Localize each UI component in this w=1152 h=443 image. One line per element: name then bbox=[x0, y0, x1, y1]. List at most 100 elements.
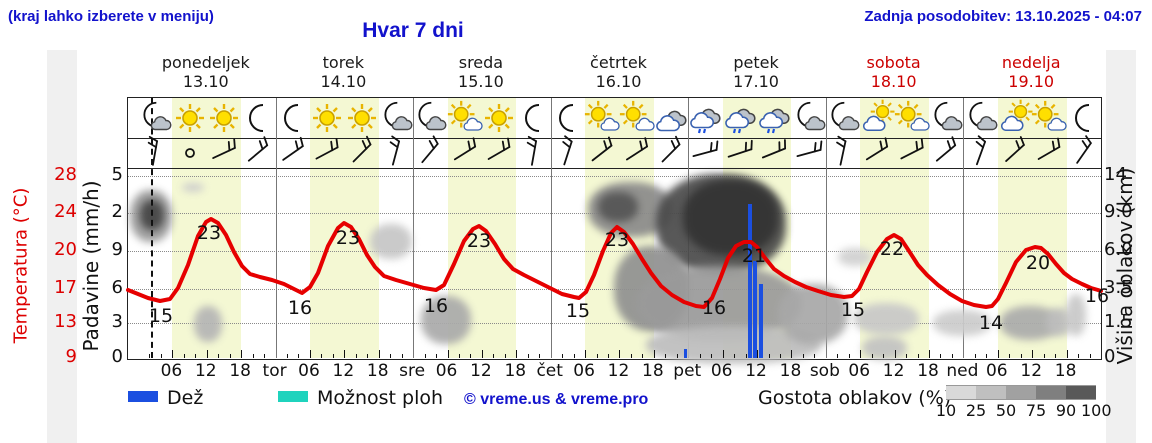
cloud-height-tick: 14 bbox=[1104, 164, 1127, 185]
temperature-value-label: 16 bbox=[287, 297, 313, 319]
hour-label: 12 bbox=[332, 361, 355, 381]
day-boundary-line bbox=[275, 98, 277, 358]
hour-label: 18 bbox=[779, 361, 802, 381]
hour-label: 12 bbox=[882, 361, 905, 381]
cloud-density-legend-label: Gostota oblakov (%) bbox=[758, 387, 952, 409]
wind-barb-icon bbox=[485, 137, 513, 166]
wind-barb-icon bbox=[416, 135, 444, 166]
moon-icon bbox=[276, 102, 310, 134]
day-abbrev-label: čet bbox=[536, 361, 563, 381]
wind-barb-icon bbox=[141, 135, 169, 166]
day-name: petek bbox=[733, 53, 779, 72]
moon-cloud-icon bbox=[792, 101, 826, 134]
time-tick bbox=[390, 354, 392, 358]
day-date: 13.10 bbox=[182, 72, 229, 91]
time-tick bbox=[711, 354, 713, 358]
temperature-value-label: 16 bbox=[701, 297, 727, 319]
temperature-tick: 20 bbox=[54, 239, 77, 260]
hour-label: 06 bbox=[298, 361, 320, 381]
wind-barb-icon bbox=[451, 137, 479, 166]
time-tick bbox=[630, 354, 632, 358]
temperature-value-label: 22 bbox=[879, 238, 905, 260]
cloud-density-scale-segment bbox=[976, 385, 1006, 400]
cloud-sun-icon bbox=[998, 99, 1033, 134]
time-tick bbox=[516, 350, 518, 358]
wind-barb-icon bbox=[898, 138, 926, 166]
hour-label: 06 bbox=[710, 361, 733, 381]
rain-bar bbox=[753, 261, 757, 358]
moon-icon bbox=[517, 102, 551, 134]
rain-legend-label: Dež bbox=[167, 387, 204, 409]
day-date: 16.10 bbox=[595, 72, 642, 91]
temperature-value-label: 15 bbox=[840, 299, 866, 321]
cloud-cover-blob bbox=[182, 183, 204, 192]
meteogram-chart: 15 23 16 23 16 23 15 23 16 21 15 22 14 20 16 bbox=[126, 97, 1109, 364]
time-tick bbox=[504, 354, 506, 358]
precipitation-tick: 6 bbox=[111, 277, 123, 298]
sun-cloud-icon bbox=[447, 100, 483, 134]
moon-icon bbox=[241, 102, 275, 134]
time-tick bbox=[264, 354, 266, 358]
moon-icon bbox=[1067, 102, 1101, 134]
time-tick bbox=[1009, 354, 1011, 358]
right-margin-strip bbox=[1106, 50, 1136, 443]
hour-label: 18 bbox=[642, 361, 664, 381]
cloud-cover-blob bbox=[370, 224, 412, 259]
temperature-tick: 9 bbox=[65, 346, 77, 367]
moon-icon bbox=[551, 102, 585, 134]
moon-cloud-icon bbox=[413, 101, 447, 134]
precipitation-tick: 5 bbox=[111, 164, 123, 185]
hour-label: 06 bbox=[985, 361, 1008, 381]
time-tick bbox=[493, 354, 495, 358]
temperature-value-label: 23 bbox=[466, 230, 492, 252]
time-tick bbox=[1043, 354, 1045, 358]
rain-bar bbox=[684, 349, 687, 358]
copyright-link[interactable]: © vreme.us & vreme.pro bbox=[464, 391, 649, 408]
time-tick bbox=[665, 354, 667, 358]
time-tick bbox=[562, 354, 564, 358]
cloud-cover-blob bbox=[854, 303, 919, 335]
time-tick bbox=[951, 354, 953, 358]
time-tick bbox=[229, 354, 231, 358]
time-tick bbox=[355, 354, 357, 358]
day-abbrev-label: sob bbox=[809, 361, 840, 381]
time-tick bbox=[929, 350, 931, 358]
time-tick bbox=[768, 354, 770, 358]
clouds-icon bbox=[654, 102, 688, 134]
gridline bbox=[128, 251, 1101, 252]
day-name: ponedeljek bbox=[161, 53, 250, 72]
wind-barb-icon bbox=[244, 136, 272, 166]
time-tick bbox=[149, 354, 151, 358]
wind-barb-icon bbox=[760, 139, 788, 166]
sun-cloud-icon bbox=[619, 100, 655, 134]
time-tick bbox=[287, 354, 289, 358]
time-tick bbox=[539, 354, 541, 358]
time-tick bbox=[779, 354, 781, 358]
day-abbrev-label: tor bbox=[262, 361, 287, 381]
hour-label: 12 bbox=[1020, 361, 1043, 381]
time-tick bbox=[436, 354, 438, 358]
cloud-cover-blob bbox=[862, 336, 907, 360]
day-boundary-line bbox=[550, 98, 552, 358]
wind-barb-icon bbox=[932, 136, 960, 166]
time-tick bbox=[1078, 354, 1080, 358]
hour-label: 18 bbox=[504, 361, 527, 381]
time-tick bbox=[183, 354, 185, 358]
day-abbrev-label: sre bbox=[399, 361, 426, 381]
cloud-density-scale-segment bbox=[1036, 385, 1066, 400]
temperature-value-label: 20 bbox=[1025, 252, 1051, 274]
last-update-label: Zadnja posodobitev: 13.10.2025 - 04:07 bbox=[864, 8, 1142, 25]
cloud-height-tick: 9.0 bbox=[1104, 201, 1133, 222]
hour-label: 06 bbox=[573, 361, 595, 381]
time-tick bbox=[241, 350, 243, 358]
wind-barb-icon bbox=[1035, 137, 1063, 166]
cloud-density-scale-value: 75 bbox=[1025, 401, 1047, 420]
time-tick bbox=[802, 354, 804, 358]
wind-barb-icon bbox=[795, 140, 823, 166]
time-tick bbox=[585, 350, 587, 358]
sun-cloud-icon bbox=[894, 100, 930, 134]
cloud-cover-blob bbox=[194, 306, 222, 342]
wind-barb-icon bbox=[829, 135, 857, 166]
cloud-density-scale-value: 50 bbox=[995, 401, 1017, 420]
menu-hint-note: (kraj lahko izberete v meniju) bbox=[8, 8, 214, 25]
